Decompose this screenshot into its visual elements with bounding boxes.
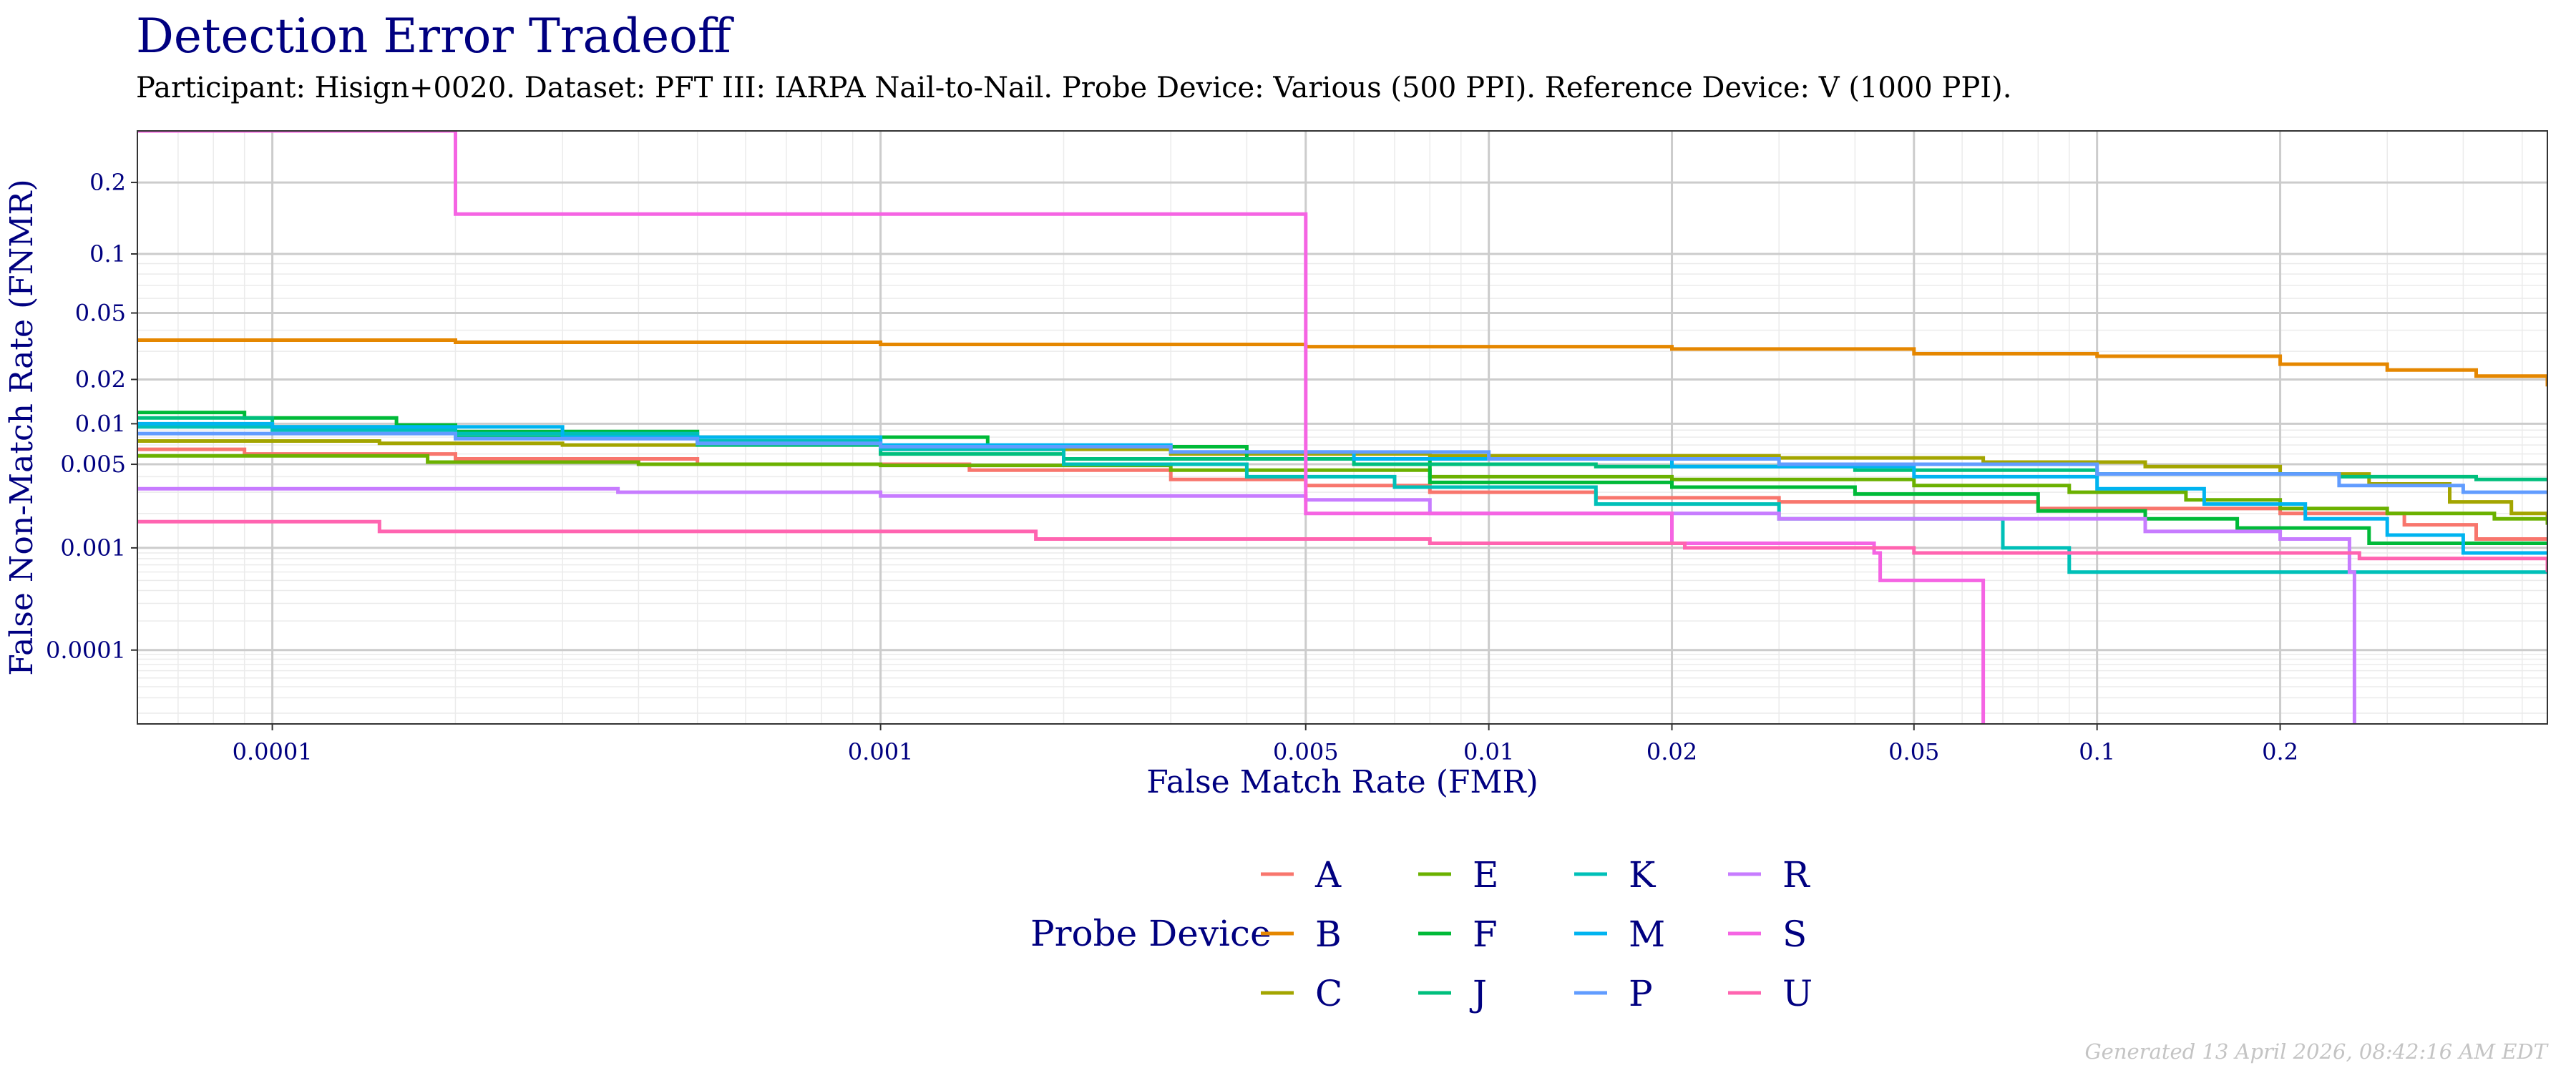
legend-label-J: J [1469,973,1487,1014]
x-tick-label: 0.005 [1273,738,1339,765]
legend-label-C: C [1315,973,1342,1014]
y-tick-label: 0.005 [60,451,126,478]
y-tick-label: 0.001 [60,534,126,562]
major-gridlines [137,131,2547,724]
legend-label-B: B [1315,913,1342,955]
legend-label-A: A [1314,854,1342,896]
y-axis-ticks: 0.0001 0.001 0.005 0.01 0.02 0.05 0.1 0.2 [46,169,137,664]
legend-label-E: E [1473,854,1499,896]
series-line-C [137,439,2547,519]
y-tick-label: 0.05 [75,300,126,327]
x-axis-ticks: 0.0001 0.001 0.005 0.01 0.02 0.05 0.1 0.2 [233,724,2298,765]
y-tick-label: 0.0001 [46,637,126,664]
legend-label-F: F [1473,913,1498,955]
x-tick-label: 0.2 [2262,738,2298,765]
series-lines [137,131,2547,724]
x-axis-title: False Match Rate (FMR) [1146,764,1538,800]
series-line-P [137,431,2547,494]
y-tick-label: 0.1 [89,240,126,268]
x-tick-label: 0.01 [1463,738,1514,765]
x-tick-label: 0.05 [1888,738,1939,765]
generated-timestamp: Generated 13 April 2026, 08:42:16 AM EDT [2084,1039,2548,1064]
x-tick-label: 0.1 [2079,738,2115,765]
series-line-S [137,131,1986,724]
y-tick-label: 0.2 [89,169,126,196]
legend-label-M: M [1629,913,1665,955]
y-tick-label: 0.01 [75,410,126,437]
legend-label-P: P [1629,973,1653,1014]
plot-panel-border [137,130,2548,725]
legend-label-R: R [1782,854,1810,896]
series-line-F [137,411,2547,545]
legend-label-U: U [1782,973,1813,1014]
series-line-K [137,425,2547,574]
legend-title: Probe Device [1030,913,1272,954]
legend: Probe Device ABC EFJ KMP RSU [1030,854,1813,1014]
y-axis-title: False Non-Match Rate (FNMR) [4,179,40,675]
y-tick-label: 0.02 [75,366,126,393]
chart-subtitle: Participant: Hisign+0020. Dataset: PFT I… [136,72,2012,104]
chart-title: Detection Error Tradeoff [136,9,731,64]
x-tick-label: 0.0001 [233,738,313,765]
series-line-R [137,486,2356,724]
legend-label-S: S [1782,913,1807,955]
legend-label-K: K [1629,854,1657,896]
series-line-B [137,338,2547,387]
series-line-U [137,519,2547,572]
x-tick-label: 0.001 [848,738,914,765]
x-tick-label: 0.02 [1646,738,1697,765]
series-line-E [137,454,2547,525]
